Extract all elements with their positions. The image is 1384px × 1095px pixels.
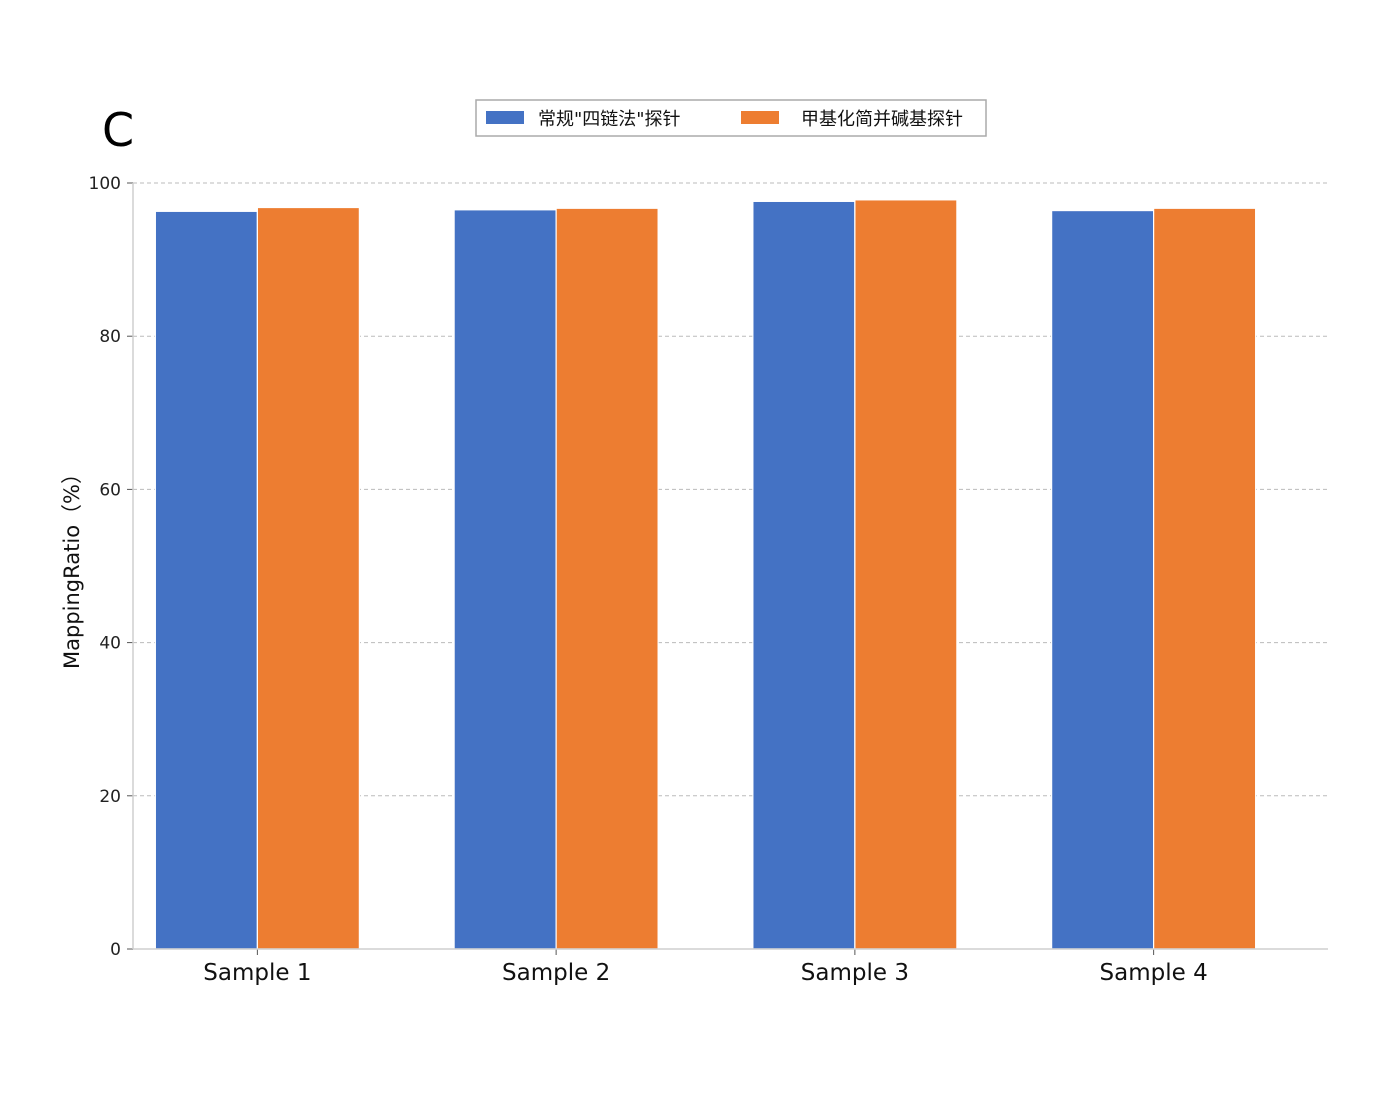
legend-label-series-2: 甲基化简并碱基探针 — [801, 109, 963, 130]
legend: 常规"四链法"探针 甲基化简并碱基探针 — [475, 99, 987, 137]
bar-1-sample-4 — [1051, 209, 1155, 950]
bar-2-sample-2 — [555, 207, 659, 950]
y-tick-label: 0 — [110, 940, 121, 960]
legend-frame — [475, 99, 987, 137]
bar-2-sample-1 — [256, 206, 360, 950]
x-tick-label: Sample 2 — [502, 960, 610, 986]
bar-1-sample-1 — [154, 210, 258, 950]
y-tick-label: 100 — [89, 174, 121, 194]
x-tick-labels: Sample 1 Sample 2 Sample 3 Sample 4 — [203, 960, 1207, 986]
y-tick-label: 40 — [99, 634, 121, 654]
y-tick-label: 80 — [99, 327, 121, 347]
legend-swatch-series-1 — [486, 111, 524, 124]
axes — [127, 182, 1328, 955]
y-tick-label: 20 — [99, 787, 121, 807]
bar-1-sample-2 — [453, 209, 557, 950]
legend-label-series-1: 常规"四链法"探针 — [538, 109, 681, 130]
x-tick-label: Sample 4 — [1100, 960, 1208, 986]
bar-2-sample-4 — [1153, 207, 1257, 950]
bars — [154, 199, 1257, 950]
bar-2-sample-3 — [854, 199, 958, 950]
y-tick-labels: 0 20 40 60 80 100 — [89, 174, 121, 960]
panel-label: C — [102, 103, 134, 157]
y-tick-label: 60 — [99, 480, 121, 500]
legend-swatch-series-2 — [741, 111, 779, 124]
y-axis-label: MappingRatio（%） — [60, 463, 84, 669]
bar-1-sample-3 — [752, 200, 856, 950]
x-tick-label: Sample 3 — [801, 960, 909, 986]
x-tick-label: Sample 1 — [203, 960, 311, 986]
